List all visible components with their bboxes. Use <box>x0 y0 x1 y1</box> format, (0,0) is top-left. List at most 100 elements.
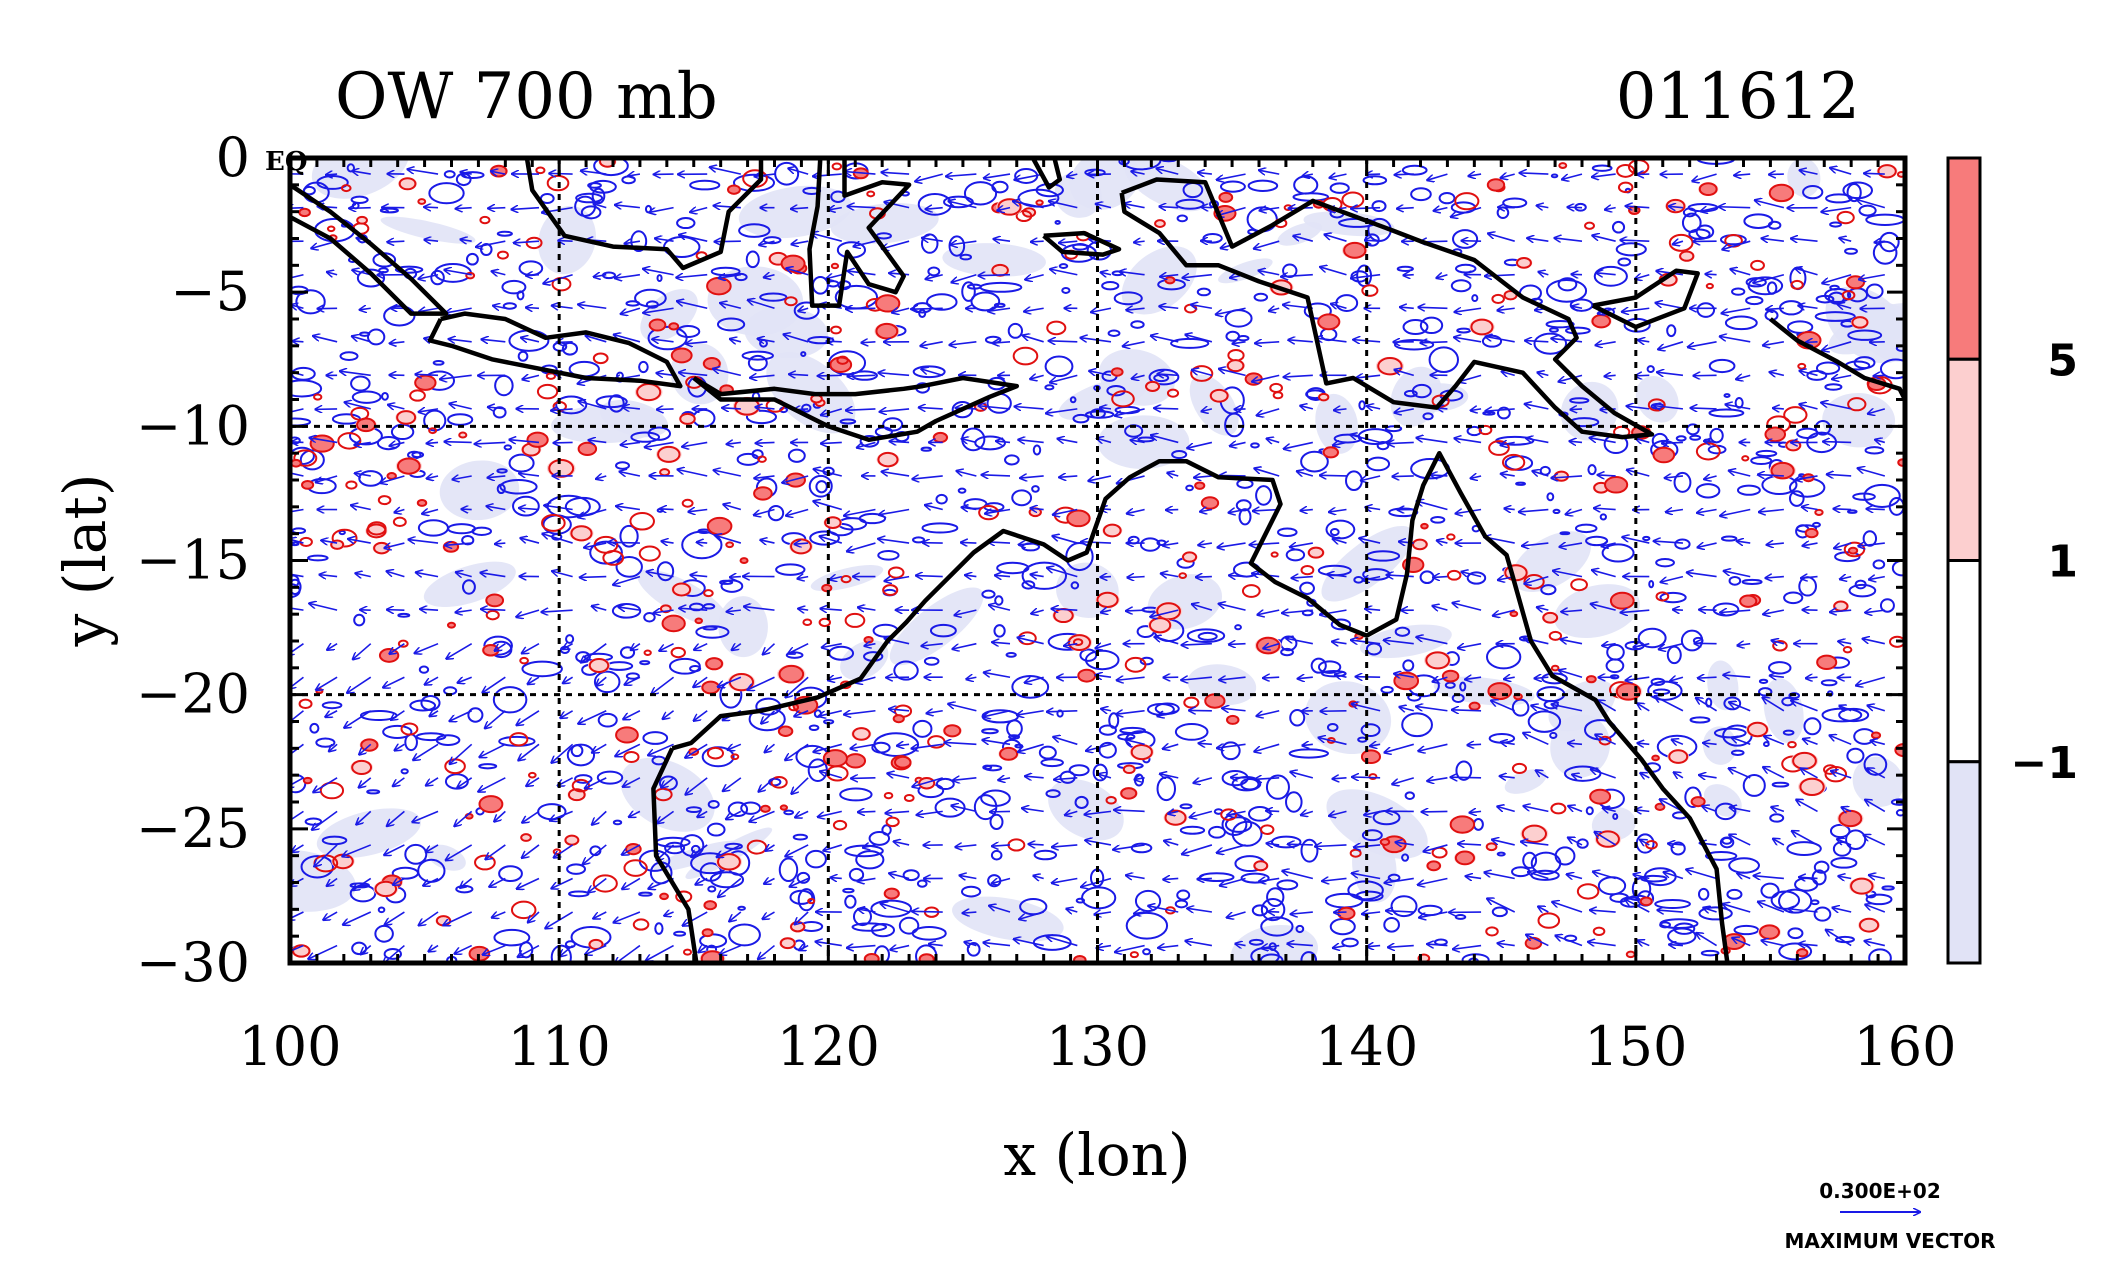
wind-vector <box>1367 946 1381 947</box>
positive-contour <box>1548 630 1563 641</box>
negative-contour <box>871 741 891 754</box>
negative-contour <box>580 205 602 220</box>
negative-contour <box>654 922 664 935</box>
negative-shade-patch <box>1303 211 1395 237</box>
negative-contour <box>390 423 415 441</box>
negative-contour <box>1401 712 1433 738</box>
negative-contour <box>981 728 999 735</box>
negative-contour <box>597 712 618 728</box>
negative-shade-patch <box>1550 714 1611 778</box>
negative-contour <box>1814 311 1856 322</box>
wind-vector <box>1719 207 1751 208</box>
positive-contour <box>1850 316 1869 329</box>
negative-contour <box>366 789 381 795</box>
negative-contour <box>745 250 760 269</box>
negative-contour <box>1362 175 1388 186</box>
negative-contour <box>728 923 761 947</box>
negative-contour <box>1609 892 1630 903</box>
negative-contour <box>1044 355 1074 378</box>
negative-contour <box>921 522 959 534</box>
negative-contour <box>839 787 873 802</box>
wind-vector <box>1047 711 1078 712</box>
negative-contour <box>851 922 888 932</box>
wind-vector <box>1462 241 1482 242</box>
negative-contour <box>1452 229 1479 249</box>
negative-contour <box>1419 316 1444 335</box>
positive-contour <box>998 746 1019 761</box>
negative-contour <box>1829 221 1842 228</box>
x-axis-label: x (lon) <box>1003 1121 1190 1189</box>
wind-vector <box>1433 577 1448 578</box>
negative-contour <box>685 806 702 814</box>
positive-contour <box>702 356 722 371</box>
negative-contour <box>1069 396 1077 404</box>
positive-contour <box>1814 508 1824 516</box>
negative-contour <box>1696 302 1716 318</box>
positive-contour <box>520 833 532 842</box>
negative-contour <box>619 524 639 548</box>
negative-contour <box>1783 591 1804 605</box>
positive-contour <box>1122 764 1136 775</box>
positive-contour <box>1798 777 1827 797</box>
y-axis-label: y (lat) <box>51 474 119 648</box>
wind-vector <box>1197 878 1212 879</box>
wind-vector <box>795 543 809 544</box>
positive-contour <box>1035 199 1044 206</box>
negative-contour <box>1769 813 1785 823</box>
colorbar-segment <box>1946 357 1982 562</box>
negative-contour <box>1098 724 1117 736</box>
negative-contour <box>1299 581 1315 595</box>
negative-contour <box>492 406 507 419</box>
wind-vector <box>789 374 809 375</box>
positive-contour <box>1758 924 1781 940</box>
wind-vector <box>1504 508 1515 509</box>
positive-contour <box>777 725 794 737</box>
negative-contour <box>1466 571 1487 585</box>
negative-contour <box>339 351 359 362</box>
negative-contour <box>1329 527 1340 537</box>
wind-vector <box>326 174 338 175</box>
negative-contour <box>1868 948 1892 963</box>
negative-contour <box>1019 898 1048 916</box>
negative-contour <box>676 217 696 230</box>
negative-contour <box>842 887 855 894</box>
negative-contour <box>315 737 336 748</box>
wind-vector <box>730 577 741 578</box>
wind-vector <box>608 542 640 543</box>
negative-contour <box>792 833 809 841</box>
colorbar-segment <box>1946 559 1982 764</box>
positive-contour <box>694 617 704 625</box>
negative-contour <box>1522 851 1538 869</box>
negative-contour <box>566 743 596 767</box>
negative-contour <box>377 906 386 914</box>
positive-contour <box>1244 372 1263 386</box>
negative-contour <box>1070 581 1080 590</box>
negative-contour <box>1402 659 1415 672</box>
wind-vector <box>830 878 842 879</box>
negative-contour <box>1289 708 1306 727</box>
negative-contour <box>1496 851 1506 857</box>
negative-contour <box>796 871 811 884</box>
negative-contour <box>1758 687 1773 697</box>
y-tick-label: 0 <box>216 126 250 189</box>
negative-contour <box>961 281 976 302</box>
positive-contour <box>1768 183 1795 203</box>
positive-contour <box>458 431 468 439</box>
negative-contour <box>970 291 1001 312</box>
negative-contour <box>973 794 998 821</box>
negative-contour <box>1092 763 1108 782</box>
positive-contour <box>1200 496 1220 510</box>
positive-contour <box>1558 162 1568 169</box>
positive-contour <box>623 751 640 764</box>
positive-contour <box>1667 749 1690 764</box>
negative-contour <box>1011 674 1050 699</box>
positive-contour <box>1379 838 1391 846</box>
negative-contour <box>959 253 973 261</box>
positive-contour <box>779 937 797 950</box>
wind-vector <box>1154 408 1179 409</box>
positive-contour <box>1550 664 1560 672</box>
negative-contour <box>1593 265 1628 287</box>
x-tick-label: 110 <box>508 1015 611 1078</box>
wind-vector <box>1635 375 1650 376</box>
negative-contour <box>709 871 745 889</box>
